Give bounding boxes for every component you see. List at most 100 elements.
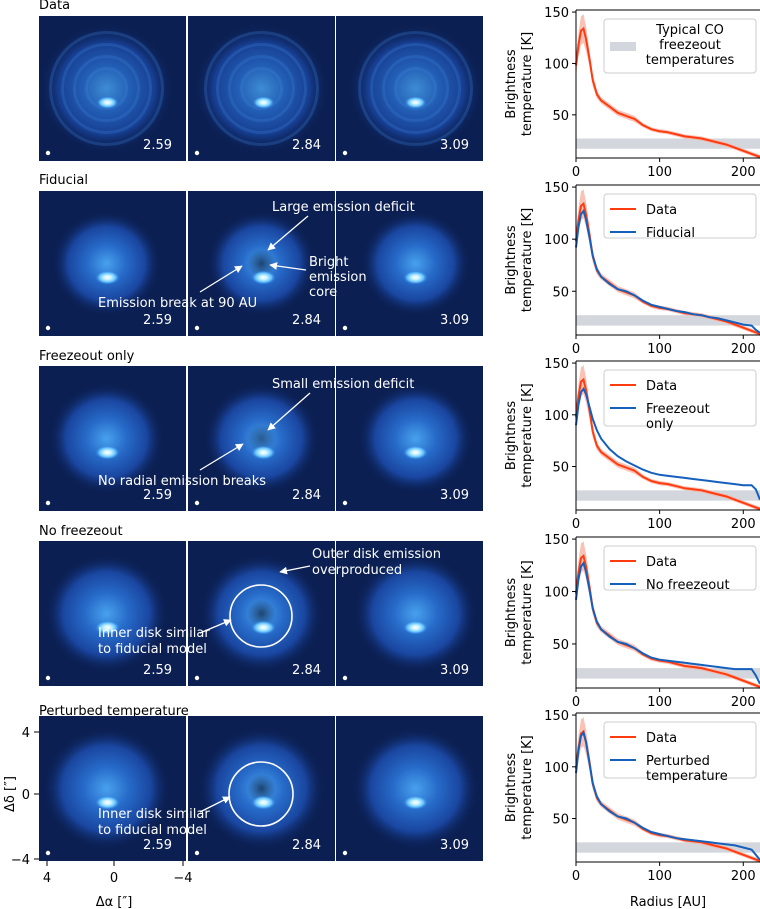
- model-line: [575, 561, 760, 685]
- disk-emission: [48, 382, 165, 495]
- x-tick-label: 100: [647, 342, 672, 357]
- y-tick-label: 150: [544, 357, 569, 372]
- channel-velocity-label: 3.09: [440, 313, 469, 328]
- model-line: [575, 387, 760, 501]
- legend-label: temperature: [646, 769, 728, 784]
- channel-panel: 2.59: [39, 366, 186, 511]
- channel-velocity-label: 2.84: [292, 838, 321, 853]
- disk-ring: [73, 55, 140, 122]
- image-y-tick-label: −4: [11, 853, 30, 868]
- beam-marker: [45, 675, 51, 681]
- channel-velocity-label: 2.84: [292, 663, 321, 678]
- y-tick-label: 150: [544, 181, 569, 196]
- legend-label: Perturbed: [646, 754, 710, 769]
- disk-emission: [38, 23, 175, 154]
- image-y-tick-label: 0: [22, 788, 30, 803]
- channel-velocity-label: 3.09: [440, 488, 469, 503]
- y-tick-label: 150: [544, 533, 569, 548]
- disk-emission: [44, 553, 169, 674]
- x-tick-label: 100: [647, 695, 672, 710]
- image-x-tick-label: 0: [110, 871, 118, 886]
- channel-map-annotations: Large emission deficit Brightemissioncore…: [98, 200, 441, 838]
- disk-ring: [61, 43, 152, 134]
- y-axis-label: temperature [K]: [520, 735, 535, 840]
- x-tick-label: 0: [572, 165, 580, 180]
- beam-marker: [194, 675, 200, 681]
- annotation-arrow: [199, 443, 244, 471]
- disk-emission: [42, 727, 171, 850]
- row-title: Data: [39, 0, 70, 13]
- beam-marker: [342, 500, 348, 506]
- channel-panel: 2.59: [38, 16, 186, 161]
- y-tick-label: 100: [544, 409, 569, 424]
- channel-velocity-label: 2.59: [143, 313, 172, 328]
- legend-label: temperatures: [646, 53, 735, 68]
- profile-panel: 50 100 150 0 100 200 Brightness temperature [K]…: [504, 533, 760, 710]
- legend-label: Fiducial: [646, 226, 695, 241]
- freezeout-band: [576, 842, 760, 853]
- legend-box: [603, 369, 757, 427]
- channel-velocity-label: 2.59: [143, 838, 172, 853]
- y-axis-label: Brightness: [504, 225, 519, 294]
- freezeout-band: [576, 315, 760, 326]
- beam-marker: [342, 150, 348, 156]
- channel-velocity-label: 3.09: [440, 838, 469, 853]
- image-x-axis-label: Δα [″]: [96, 895, 133, 909]
- annotation-arrow: [269, 262, 307, 271]
- disk-ring: [382, 55, 449, 122]
- row-title: No freezeout: [39, 524, 123, 539]
- annotation-emission-break: Emission break at 90 AU: [98, 296, 257, 311]
- channel-panel: 2.84: [188, 541, 335, 686]
- x-tick-label: 0: [572, 869, 580, 884]
- channel-panel: 2.59: [39, 716, 186, 861]
- channel-velocity-label: 3.09: [440, 138, 469, 153]
- channel-velocity-label: 2.59: [143, 488, 172, 503]
- freezeout-band: [576, 490, 760, 501]
- legend-label: Data: [646, 203, 677, 218]
- model-line: [575, 208, 760, 334]
- annotation-arrow: [267, 215, 309, 251]
- emission-core: [252, 96, 275, 109]
- emission-core: [404, 96, 427, 109]
- annotation-inner-disk: to fiducial model: [98, 642, 207, 657]
- model-line: [575, 730, 760, 861]
- profile-panel: 50 100 150 0 100 200 Brightness temperature [K]…: [504, 709, 760, 884]
- y-axis-label: temperature [K]: [520, 208, 535, 313]
- channel-velocity-label: 3.09: [440, 663, 469, 678]
- emission-core: [402, 270, 429, 285]
- emission-core: [250, 270, 277, 285]
- channel-panel: 2.84: [188, 716, 335, 861]
- x-tick-label: 200: [731, 695, 756, 710]
- annotation-inner-disk: Inner disk similar: [98, 626, 210, 641]
- row-title: Perturbed temperature: [39, 704, 189, 719]
- disk-ring: [370, 43, 461, 134]
- emission-core: [250, 795, 277, 810]
- emission-core: [94, 795, 121, 810]
- y-tick-label: 50: [552, 285, 569, 300]
- disk-emission: [357, 382, 474, 495]
- emission-core: [250, 620, 277, 635]
- channel-panel: 2.59: [39, 191, 186, 336]
- emission-core: [250, 445, 277, 460]
- y-tick-label: 150: [544, 709, 569, 724]
- legend-box: [603, 545, 757, 591]
- legend-label: Typical CO: [655, 23, 724, 38]
- emission-core: [402, 795, 429, 810]
- x-tick-label: 200: [731, 869, 756, 884]
- annotation-arrow: [199, 796, 231, 813]
- x-tick-label: 0: [572, 695, 580, 710]
- legend-label: Data: [646, 379, 677, 394]
- legend-swatch-freezeout: [610, 42, 636, 51]
- emission-core: [96, 96, 119, 109]
- beam-marker: [194, 850, 200, 856]
- beam-marker: [194, 500, 200, 506]
- annotation-outer-disk: Outer disk emission: [312, 547, 441, 562]
- annotation-arrow: [199, 619, 232, 634]
- y-tick-label: 100: [544, 586, 569, 601]
- annotation-bright-core: emission: [309, 270, 367, 285]
- annotation-circle: [229, 584, 293, 648]
- channel-panel: 2.59: [39, 541, 186, 686]
